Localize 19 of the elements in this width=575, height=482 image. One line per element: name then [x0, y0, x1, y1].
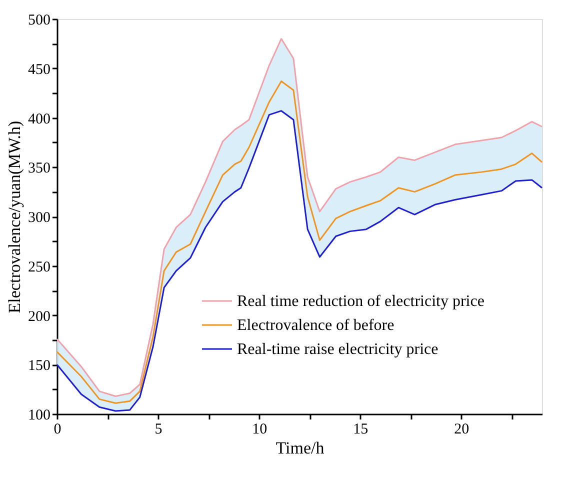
y-tick-label: 300: [28, 210, 50, 226]
x-axis-title: Time/h: [276, 438, 325, 458]
x-tick-label: 10: [252, 422, 268, 438]
x-tick-label: 5: [154, 422, 162, 438]
y-tick-label: 500: [28, 12, 50, 28]
y-tick-label: 450: [28, 62, 50, 78]
legend-label: Electrovalence of before: [237, 317, 394, 334]
y-tick-label: 100: [28, 408, 50, 424]
legend-label: Real-time raise electricity price: [237, 341, 438, 358]
x-tick-label: 15: [353, 422, 368, 438]
y-tick-label: 150: [28, 358, 50, 374]
y-tick-label: 400: [28, 111, 50, 128]
y-tick-label: 250: [28, 259, 50, 276]
y-axis-title: Electrovalence/yuan(MW.h): [5, 120, 24, 314]
y-tick-label: 350: [28, 160, 50, 177]
y-tick-label: 200: [28, 308, 50, 325]
x-tick-label: 0: [54, 422, 62, 438]
x-tick-label: 20: [454, 422, 470, 438]
legend-label: Real time reduction of electricity price: [237, 293, 484, 310]
